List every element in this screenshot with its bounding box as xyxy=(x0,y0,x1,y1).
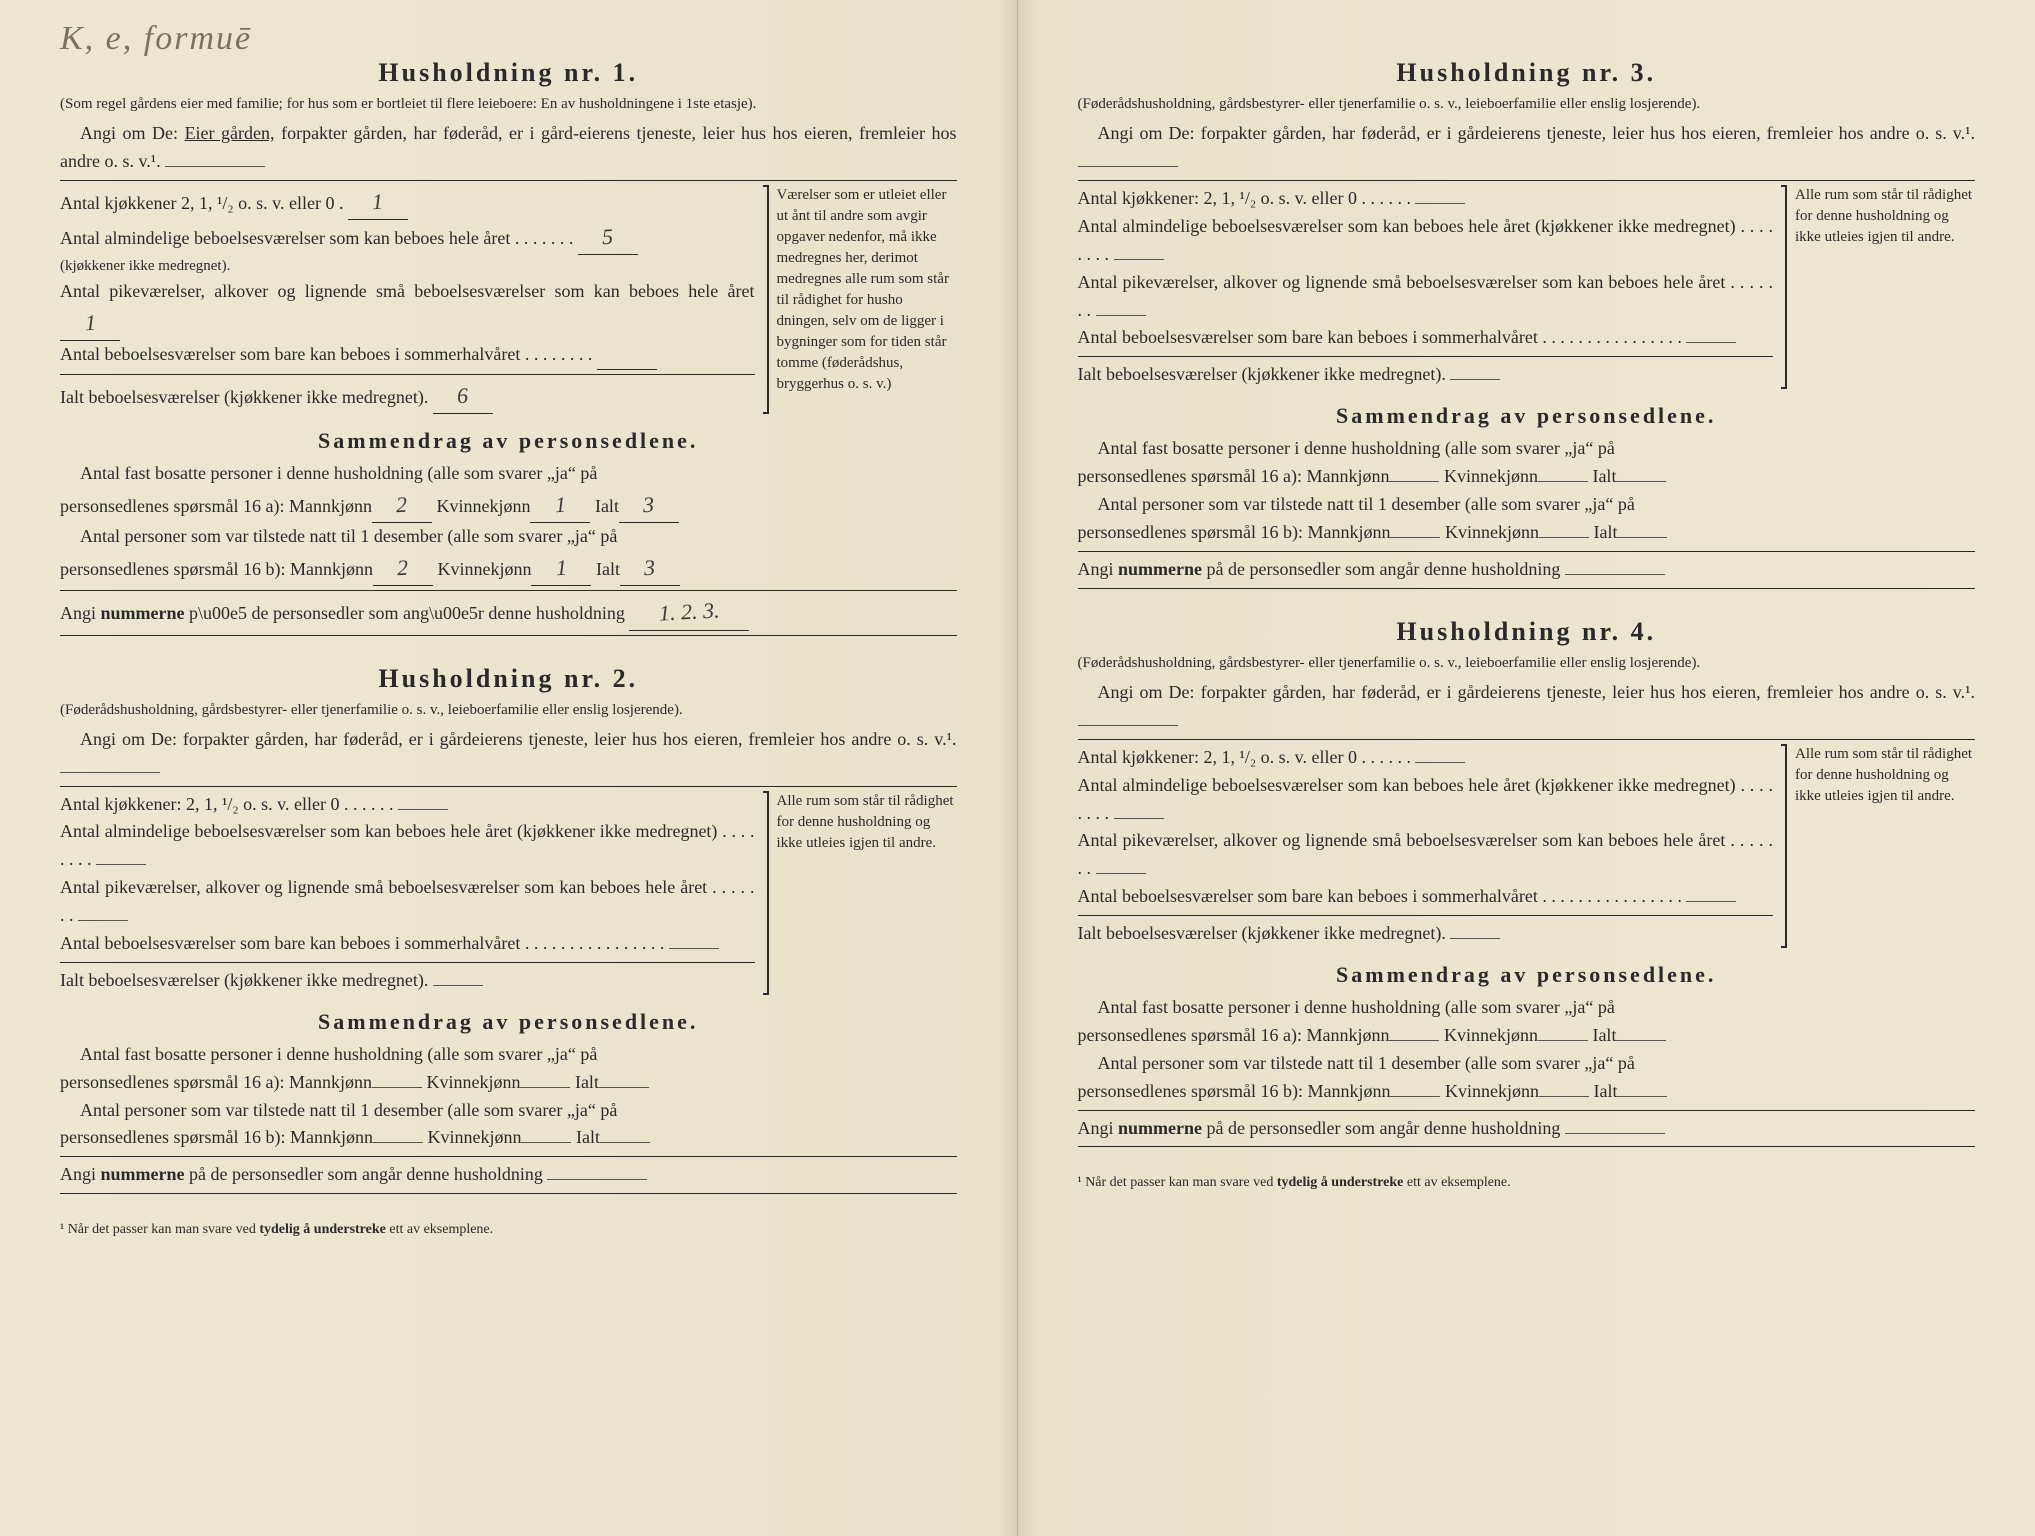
hh2-tilstede: Antal personer som var tilstede natt til… xyxy=(60,1097,957,1125)
hh3-tilstede: Antal personer som var tilstede natt til… xyxy=(1078,491,1976,519)
hh4-rooms-block: Antal kjøkkener: 2, 1, ¹/₂ o. s. v. elle… xyxy=(1078,744,1976,948)
hh2-rooms-block: Antal kjøkkener: 2, 1, ¹/₂ o. s. v. elle… xyxy=(60,791,957,995)
hh4-q16b: personsedlenes spørsmål 16 b): Mannkjønn… xyxy=(1078,1078,1976,1106)
hh2-desc: (Føderådshusholdning, gårdsbestyrer- ell… xyxy=(60,700,957,720)
hh1-ialt: Ialt beboelsesværelser (kjøkkener ikke m… xyxy=(60,379,755,414)
hh1-rooms-block: Antal kjøkkener 2, 1, ¹/₂ o. s. v. eller… xyxy=(60,185,957,414)
hh4-desc: (Føderådshusholdning, gårdsbestyrer- ell… xyxy=(1078,653,1976,673)
household-3: Husholdning nr. 3. (Føderådshusholdning,… xyxy=(1078,58,1976,589)
household-1: Husholdning nr. 1. (Som regel gårdens ei… xyxy=(60,58,957,636)
hh1-nummer: Angi nummerne p\u00e5 de personsedler so… xyxy=(60,595,957,630)
hh3-aside: Alle rum som står til rådighet for denne… xyxy=(1785,185,1975,389)
hh1-pike: Antal pikeværelser, alkover og lignende … xyxy=(60,278,755,341)
hh2-q16b: personsedlenes spørsmål 16 b): Mannkjønn… xyxy=(60,1124,957,1152)
hh2-sammendrag-title: Sammendrag av personsedlene. xyxy=(60,1009,957,1035)
hh1-fast: Antal fast bosatte personer i denne hush… xyxy=(60,460,957,488)
hh4-sammendrag-title: Sammendrag av personsedlene. xyxy=(1078,962,1976,988)
document-spread: K, e, formuē Husholdning nr. 1. (Som reg… xyxy=(0,0,2035,1536)
hh1-alm: Antal almindelige beboelsesværelser som … xyxy=(60,220,755,278)
hh3-desc: (Føderådshusholdning, gårdsbestyrer- ell… xyxy=(1078,94,1976,114)
hh3-nummer: Angi nummerne på de personsedler som ang… xyxy=(1078,556,1976,584)
hh1-q16b: personsedlenes spørsmål 16 b): Mannkjønn… xyxy=(60,551,957,586)
hh1-tilstede: Antal personer som var tilstede natt til… xyxy=(60,523,957,551)
household-4: Husholdning nr. 4. (Føderådshusholdning,… xyxy=(1078,617,1976,1148)
hh4-angi: Angi om De: forpakter gården, har føderå… xyxy=(1078,679,1976,735)
hh2-angi: Angi om De: forpakter gården, har føderå… xyxy=(60,726,957,782)
angi-prefix: Angi om De: xyxy=(80,123,178,143)
hh3-q16b: personsedlenes spørsmål 16 b): Mannkjønn… xyxy=(1078,519,1976,547)
handwritten-annotation: K, e, formuē xyxy=(60,20,252,58)
hh3-sammendrag-title: Sammendrag av personsedlene. xyxy=(1078,403,1976,429)
hh1-title: Husholdning nr. 1. xyxy=(60,58,957,88)
hh4-aside: Alle rum som står til rådighet for denne… xyxy=(1785,744,1975,948)
page-left: K, e, formuē Husholdning nr. 1. (Som reg… xyxy=(0,0,1018,1536)
footnote-right: ¹ Når det passer kan man svare ved tydel… xyxy=(1078,1175,1976,1191)
hh4-q16a: personsedlenes spørsmål 16 a): Mannkjønn… xyxy=(1078,1022,1976,1050)
hh2-nummer: Angi nummerne på de personsedler som ang… xyxy=(60,1161,957,1189)
hh3-rooms-block: Antal kjøkkener: 2, 1, ¹/₂ o. s. v. elle… xyxy=(1078,185,1976,389)
hh4-nummer: Angi nummerne på de personsedler som ang… xyxy=(1078,1115,1976,1143)
hh2-fast: Antal fast bosatte personer i denne hush… xyxy=(60,1041,957,1069)
hh2-q16a: personsedlenes spørsmål 16 a): Mannkjønn… xyxy=(60,1069,957,1097)
hh1-sammendrag-title: Sammendrag av personsedlene. xyxy=(60,428,957,454)
eier-garden-underlined: Eier gården, xyxy=(185,123,275,143)
hh1-q16a: personsedlenes spørsmål 16 a): Mannkjønn… xyxy=(60,488,957,523)
hh1-aside: Værelser som er utleiet eller ut ånt til… xyxy=(767,185,957,414)
footnote-left: ¹ Når det passer kan man svare ved tydel… xyxy=(60,1222,957,1238)
hh3-angi: Angi om De: forpakter gården, har føderå… xyxy=(1078,120,1976,176)
household-2: Husholdning nr. 2. (Føderådshusholdning,… xyxy=(60,664,957,1195)
hh4-tilstede: Antal personer som var tilstede natt til… xyxy=(1078,1050,1976,1078)
hh1-angi: Angi om De: Eier gården, forpakter gårde… xyxy=(60,120,957,176)
hh3-q16a: personsedlenes spørsmål 16 a): Mannkjønn… xyxy=(1078,463,1976,491)
hh1-desc: (Som regel gårdens eier med familie; for… xyxy=(60,94,957,114)
angi-blank xyxy=(165,166,265,167)
hh3-fast: Antal fast bosatte personer i denne hush… xyxy=(1078,435,1976,463)
hh1-kjokkener: Antal kjøkkener 2, 1, ¹/₂ o. s. v. eller… xyxy=(60,185,755,220)
page-right: Husholdning nr. 3. (Føderådshusholdning,… xyxy=(1018,0,2035,1536)
hh1-sommer: Antal beboelsesværelser som bare kan beb… xyxy=(60,341,755,370)
hh2-aside: Alle rum som står til rådighet for denne… xyxy=(767,791,957,995)
hh3-title: Husholdning nr. 3. xyxy=(1078,58,1976,88)
hh4-title: Husholdning nr. 4. xyxy=(1078,617,1976,647)
hh2-title: Husholdning nr. 2. xyxy=(60,664,957,694)
hh4-fast: Antal fast bosatte personer i denne hush… xyxy=(1078,994,1976,1022)
